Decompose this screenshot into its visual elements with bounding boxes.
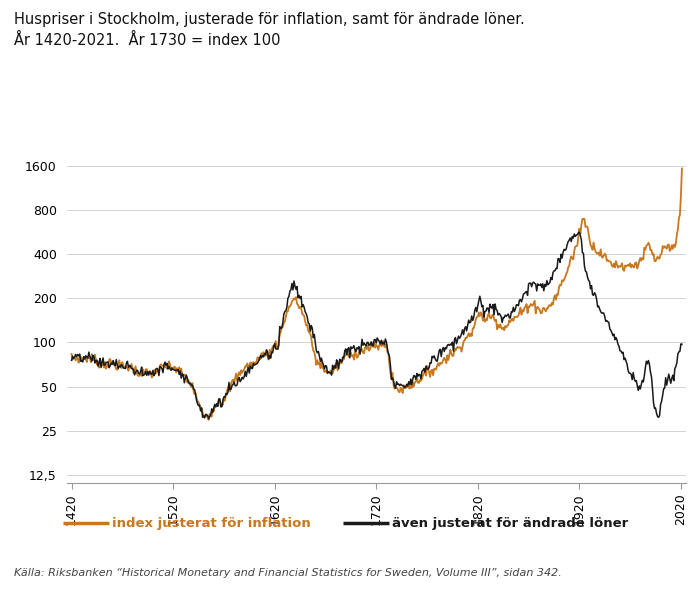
Text: Huspriser i Stockholm, justerade för inflation, samt för ändrade löner.: Huspriser i Stockholm, justerade för inf…: [14, 12, 525, 27]
Text: index justerat för inflation: index justerat för inflation: [112, 517, 311, 530]
Text: även justerat för ändrade löner: även justerat för ändrade löner: [392, 517, 629, 530]
Text: Källa: Riksbanken “Historical Monetary and Financial Statistics for Sweden, Volu: Källa: Riksbanken “Historical Monetary a…: [14, 568, 561, 578]
Text: År 1420-2021.  År 1730 = index 100: År 1420-2021. År 1730 = index 100: [14, 33, 281, 47]
